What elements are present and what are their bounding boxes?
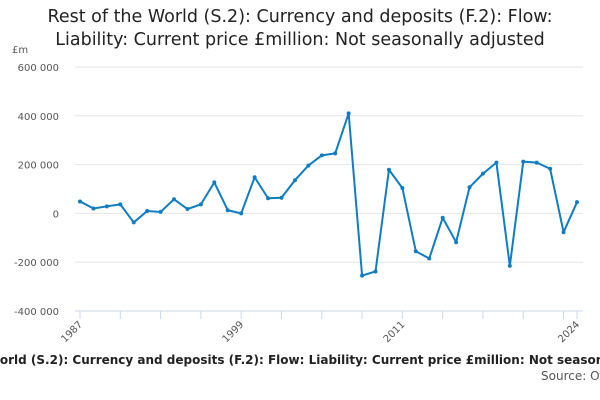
data-point [279,195,284,200]
x-tick-label: 2024 [556,319,582,345]
data-point [239,211,244,216]
chart-title-line-1: Rest of the World (S.2): Currency and de… [47,7,553,27]
data-point [575,200,579,205]
data-point [131,220,136,225]
y-axis-unit-label: £m [12,45,29,56]
data-point [467,185,472,190]
data-point [198,202,203,207]
data-point [333,151,338,156]
data-point [440,215,445,220]
chart-title: Rest of the World (S.2): Currency and de… [0,6,600,52]
data-point [386,167,391,172]
data-point [561,230,566,235]
data-point [252,175,257,180]
y-tick-label: 600 000 [18,63,59,74]
data-point [104,204,109,209]
data-point [292,178,297,183]
footer-title: Rest of the World (S.2): Currency and de… [0,353,600,367]
data-point [185,207,190,212]
source-note: Source: Office for National Statistics [541,369,600,383]
data-point [480,171,485,176]
data-point [212,180,217,185]
data-point [454,240,459,245]
data-point [306,163,311,168]
y-tick-label: -200 000 [14,258,59,269]
data-point [91,206,96,211]
data-point [360,273,365,278]
data-point [427,256,432,261]
y-tick-label: -400 000 [14,307,59,318]
series-line [79,112,578,277]
data-point [400,186,405,191]
data-point [225,208,230,213]
chart-title-line-2: Liability: Current price £million: Not s… [55,30,545,50]
y-tick-label: 400 000 [18,112,59,123]
data-point [145,208,150,213]
data-point [534,160,539,165]
data-point [548,166,553,171]
data-point [413,249,418,254]
data-point [521,159,526,164]
data-point [494,160,499,165]
data-point [78,199,82,204]
y-tick-label: 0 [53,209,59,220]
x-tick-label: 2011 [382,319,408,345]
data-point [158,209,163,214]
data-point [346,111,351,116]
data-point [172,197,177,202]
data-point [118,202,123,207]
data-point [507,263,512,268]
data-point [373,269,378,274]
data-point [319,153,324,158]
x-tick-label: 1999 [221,319,247,345]
data-point [266,196,271,201]
x-tick-label: 1987 [59,319,85,345]
y-tick-label: 200 000 [18,161,59,172]
